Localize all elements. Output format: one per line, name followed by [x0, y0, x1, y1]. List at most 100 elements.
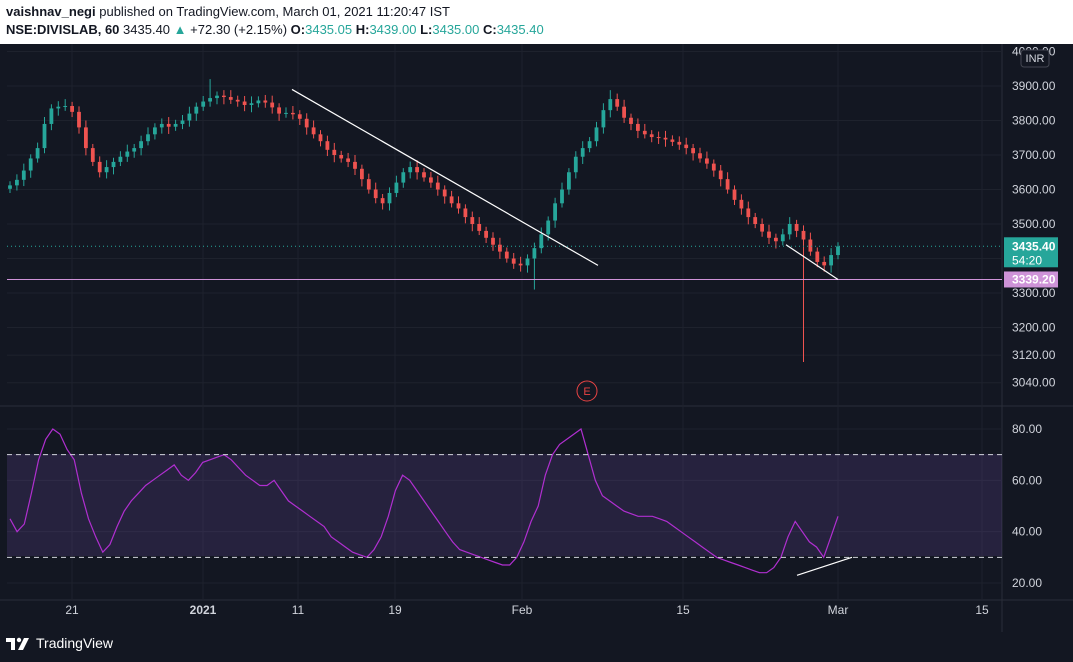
candle-body	[691, 148, 695, 154]
trendline-1	[291, 88, 599, 266]
candle-body	[456, 203, 461, 209]
tradingview-logo[interactable]: TradingView	[6, 632, 113, 654]
candle-body	[394, 182, 399, 193]
candle-body	[408, 167, 413, 173]
candle-body	[560, 189, 564, 204]
price-tick-label: 3120.00	[1012, 348, 1056, 362]
candle-body	[387, 192, 392, 204]
candle-body	[677, 141, 682, 145]
candle-body	[656, 137, 661, 139]
candle-body	[21, 170, 26, 180]
candle-body	[194, 106, 199, 114]
price-change: +72.30 (+2.15%)	[190, 22, 288, 37]
time-tick-label: 15	[975, 603, 989, 617]
candle-body	[484, 230, 488, 238]
candle-body	[97, 161, 102, 173]
axes: 4000.003900.003800.003700.003600.003500.…	[65, 45, 1058, 617]
candle-body	[663, 137, 668, 140]
candle-body	[753, 217, 758, 224]
time-tick-label: 11	[292, 603, 305, 617]
support-price-box	[1004, 271, 1058, 288]
candle-body	[718, 170, 723, 180]
candle-body	[284, 112, 288, 114]
candle-body	[705, 158, 709, 164]
candle-body	[56, 106, 61, 109]
candle-body	[49, 108, 54, 124]
candle-body	[422, 172, 426, 178]
candle-body	[553, 203, 557, 221]
candle-body	[622, 106, 626, 118]
candle-body	[215, 95, 219, 99]
time-tick-label: 21	[65, 603, 79, 617]
candle-body	[28, 158, 33, 171]
chart-header: vaishnav_negi published on TradingView.c…	[0, 0, 1073, 44]
price-tick-label: 3500.00	[1012, 217, 1056, 231]
price-tick-label: 3600.00	[1012, 183, 1056, 197]
candle-body	[15, 179, 19, 186]
candle-body	[353, 161, 357, 169]
drawings[interactable]: E	[7, 88, 1002, 576]
last-price-label: 3435.40	[1012, 239, 1056, 253]
candle-body	[629, 117, 633, 124]
candle-body	[636, 123, 640, 131]
candle-body	[277, 107, 281, 114]
candle-body	[311, 127, 316, 135]
candle-body	[732, 189, 737, 200]
time-tick-label: Mar	[828, 603, 849, 617]
rsi-series	[9, 428, 839, 574]
candle-body	[435, 182, 440, 190]
time-tick-label: Feb	[512, 603, 533, 617]
close-label: C:	[482, 22, 497, 37]
candle-body	[373, 189, 378, 199]
candle-body	[77, 111, 81, 128]
candle-body	[401, 172, 406, 183]
candle-body	[84, 127, 88, 149]
candle-body	[111, 161, 116, 168]
candle-body	[587, 141, 592, 149]
price-tick-label: 3300.00	[1012, 286, 1056, 300]
candle-body	[808, 239, 813, 252]
earnings-marker-icon	[576, 380, 598, 402]
earnings-marker-label: E	[583, 386, 590, 398]
time-tick-label: 19	[388, 603, 402, 617]
candle-body	[594, 127, 599, 142]
candle-body	[739, 199, 744, 209]
candle-body	[249, 103, 254, 105]
candle-body	[767, 231, 771, 238]
candle-body	[525, 258, 530, 266]
rsi-line	[9, 428, 839, 574]
candle-body	[8, 185, 12, 189]
candle-body	[649, 134, 654, 138]
candle-body	[291, 112, 295, 115]
price-tick-label: 3040.00	[1012, 376, 1056, 390]
ohlc-line: NSE:DIVISLAB, 60 3435.40 ▲ +72.30 (+2.15…	[6, 22, 544, 37]
chart-canvas[interactable]: E 4000.003900.003800.003700.003600.00350…	[0, 44, 1073, 632]
candle-body	[532, 248, 537, 259]
candle-body	[442, 189, 447, 197]
high-value: 3439.00	[369, 22, 417, 37]
candle-body	[346, 158, 350, 162]
symbol-label[interactable]: NSE:DIVISLAB, 60	[6, 22, 120, 37]
rsi-band	[7, 454, 1002, 556]
tradingview-brand: TradingView	[36, 635, 114, 651]
high-label: H:	[355, 22, 370, 37]
price-tick-label: 3200.00	[1012, 321, 1056, 335]
candle-body	[153, 127, 157, 135]
currency-label: INR	[1026, 53, 1045, 65]
candle-body	[297, 114, 302, 119]
rsi-tick-label: 20.00	[1012, 576, 1042, 590]
candle-body	[208, 98, 212, 102]
candle-body	[498, 244, 502, 252]
candle-body	[173, 123, 178, 127]
candle-body	[580, 148, 585, 157]
countdown-label: 54:20	[1012, 253, 1042, 267]
candle-body	[146, 134, 150, 142]
low-label: L:	[420, 22, 433, 37]
author-name[interactable]: vaishnav_negi	[6, 4, 96, 19]
candle-body	[339, 155, 344, 159]
candle-body	[711, 163, 716, 171]
trendline-2	[785, 244, 839, 281]
candle-body	[332, 149, 337, 155]
candle-body	[159, 123, 164, 128]
candle-body	[139, 141, 143, 149]
